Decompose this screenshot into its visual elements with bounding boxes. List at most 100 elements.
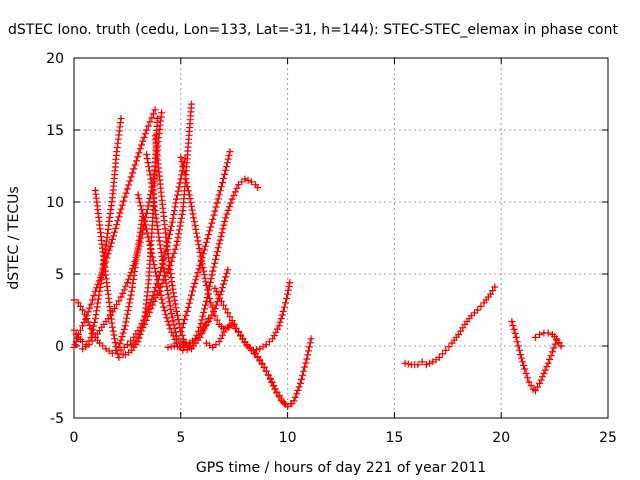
data-point (117, 356, 121, 359)
data-point (463, 323, 467, 326)
data-point (158, 239, 161, 243)
data-point (77, 336, 80, 339)
y-tick-label: 5 (55, 267, 64, 283)
data-series (211, 279, 294, 354)
data-point (98, 223, 101, 227)
x-tick-label: 0 (70, 430, 79, 446)
data-point (211, 218, 214, 221)
data-point (416, 363, 420, 366)
data-point (198, 264, 202, 267)
data-point (179, 346, 182, 349)
data-point (94, 189, 97, 192)
data-point (254, 352, 257, 355)
data-point (171, 316, 174, 319)
data-point (267, 373, 270, 376)
y-tick-label: 0 (55, 339, 64, 355)
data-point (250, 180, 253, 183)
y-axis-label: dSTEC / TECUs (6, 186, 22, 289)
data-point (181, 209, 185, 212)
data-point (173, 344, 176, 348)
data-point (145, 128, 148, 132)
data-point (87, 343, 91, 346)
data-point (305, 357, 308, 361)
data-point (205, 241, 208, 244)
data-point (154, 108, 157, 112)
data-point (149, 307, 153, 310)
x-tick-label: 25 (599, 430, 617, 446)
data-series (164, 175, 262, 351)
data-series (531, 329, 565, 350)
tick-labels: 0 5 10 15 20 25 -5 0 5 10 15 20 (46, 51, 617, 446)
data-point (273, 388, 276, 391)
data-point (282, 310, 285, 313)
data-point (425, 363, 428, 366)
chart-title: dSTEC Iono. truth (cedu, Lon=133, Lat=-3… (8, 22, 618, 38)
data-point (136, 193, 140, 196)
data-point (288, 281, 291, 284)
data-point (119, 349, 123, 352)
data-point (527, 380, 531, 384)
data-point (171, 221, 174, 224)
y-tick-label: 10 (46, 195, 64, 211)
data-point (166, 346, 170, 349)
data-point (205, 284, 208, 287)
data-point (192, 285, 195, 289)
data-series (252, 335, 315, 410)
data-point (228, 150, 232, 153)
x-tick-label: 5 (176, 430, 185, 446)
data-point (547, 362, 550, 365)
data-point (166, 252, 170, 255)
data-point (211, 346, 214, 349)
data-point (179, 177, 182, 181)
data-point (81, 340, 84, 343)
data-series (401, 283, 499, 369)
data-point (113, 231, 116, 234)
y-tick-label: 20 (46, 51, 64, 67)
x-tick-label: 15 (385, 430, 403, 446)
data-point (149, 248, 153, 251)
data-point (74, 340, 78, 343)
data-point (156, 278, 159, 281)
data-point (547, 331, 550, 335)
data-point (98, 290, 101, 293)
data-point (107, 293, 110, 296)
data-point (421, 360, 424, 363)
x-tick-label: 10 (279, 430, 297, 446)
data-point (209, 301, 212, 304)
data-point (94, 290, 97, 293)
data-point (186, 157, 189, 160)
data-point (183, 173, 187, 176)
data-point (162, 215, 165, 218)
data-point (410, 363, 413, 366)
data-point (168, 264, 172, 267)
data-point (280, 399, 283, 402)
data-point (538, 382, 541, 385)
data-point (555, 337, 558, 340)
data-point (551, 333, 554, 336)
data-point (179, 156, 182, 159)
data-point (126, 281, 129, 284)
data-point (149, 177, 153, 181)
data-point (132, 264, 135, 267)
data-point (450, 341, 454, 345)
data-point (299, 382, 302, 385)
data-point (519, 353, 522, 356)
data-point (538, 333, 541, 336)
data-point (523, 367, 526, 371)
data-point (534, 389, 537, 392)
data-point (130, 344, 133, 348)
data-point (510, 320, 514, 323)
data-point (136, 336, 140, 339)
data-point (211, 269, 214, 273)
data-point (72, 346, 76, 349)
data-point (403, 362, 407, 365)
data-point (218, 242, 221, 245)
data-point (224, 327, 227, 330)
data-point (224, 216, 227, 219)
data-point (230, 197, 234, 201)
data-point (126, 343, 129, 346)
data-point (132, 167, 135, 171)
data-point (542, 331, 546, 335)
data-point (532, 388, 535, 391)
data-point (515, 336, 518, 339)
